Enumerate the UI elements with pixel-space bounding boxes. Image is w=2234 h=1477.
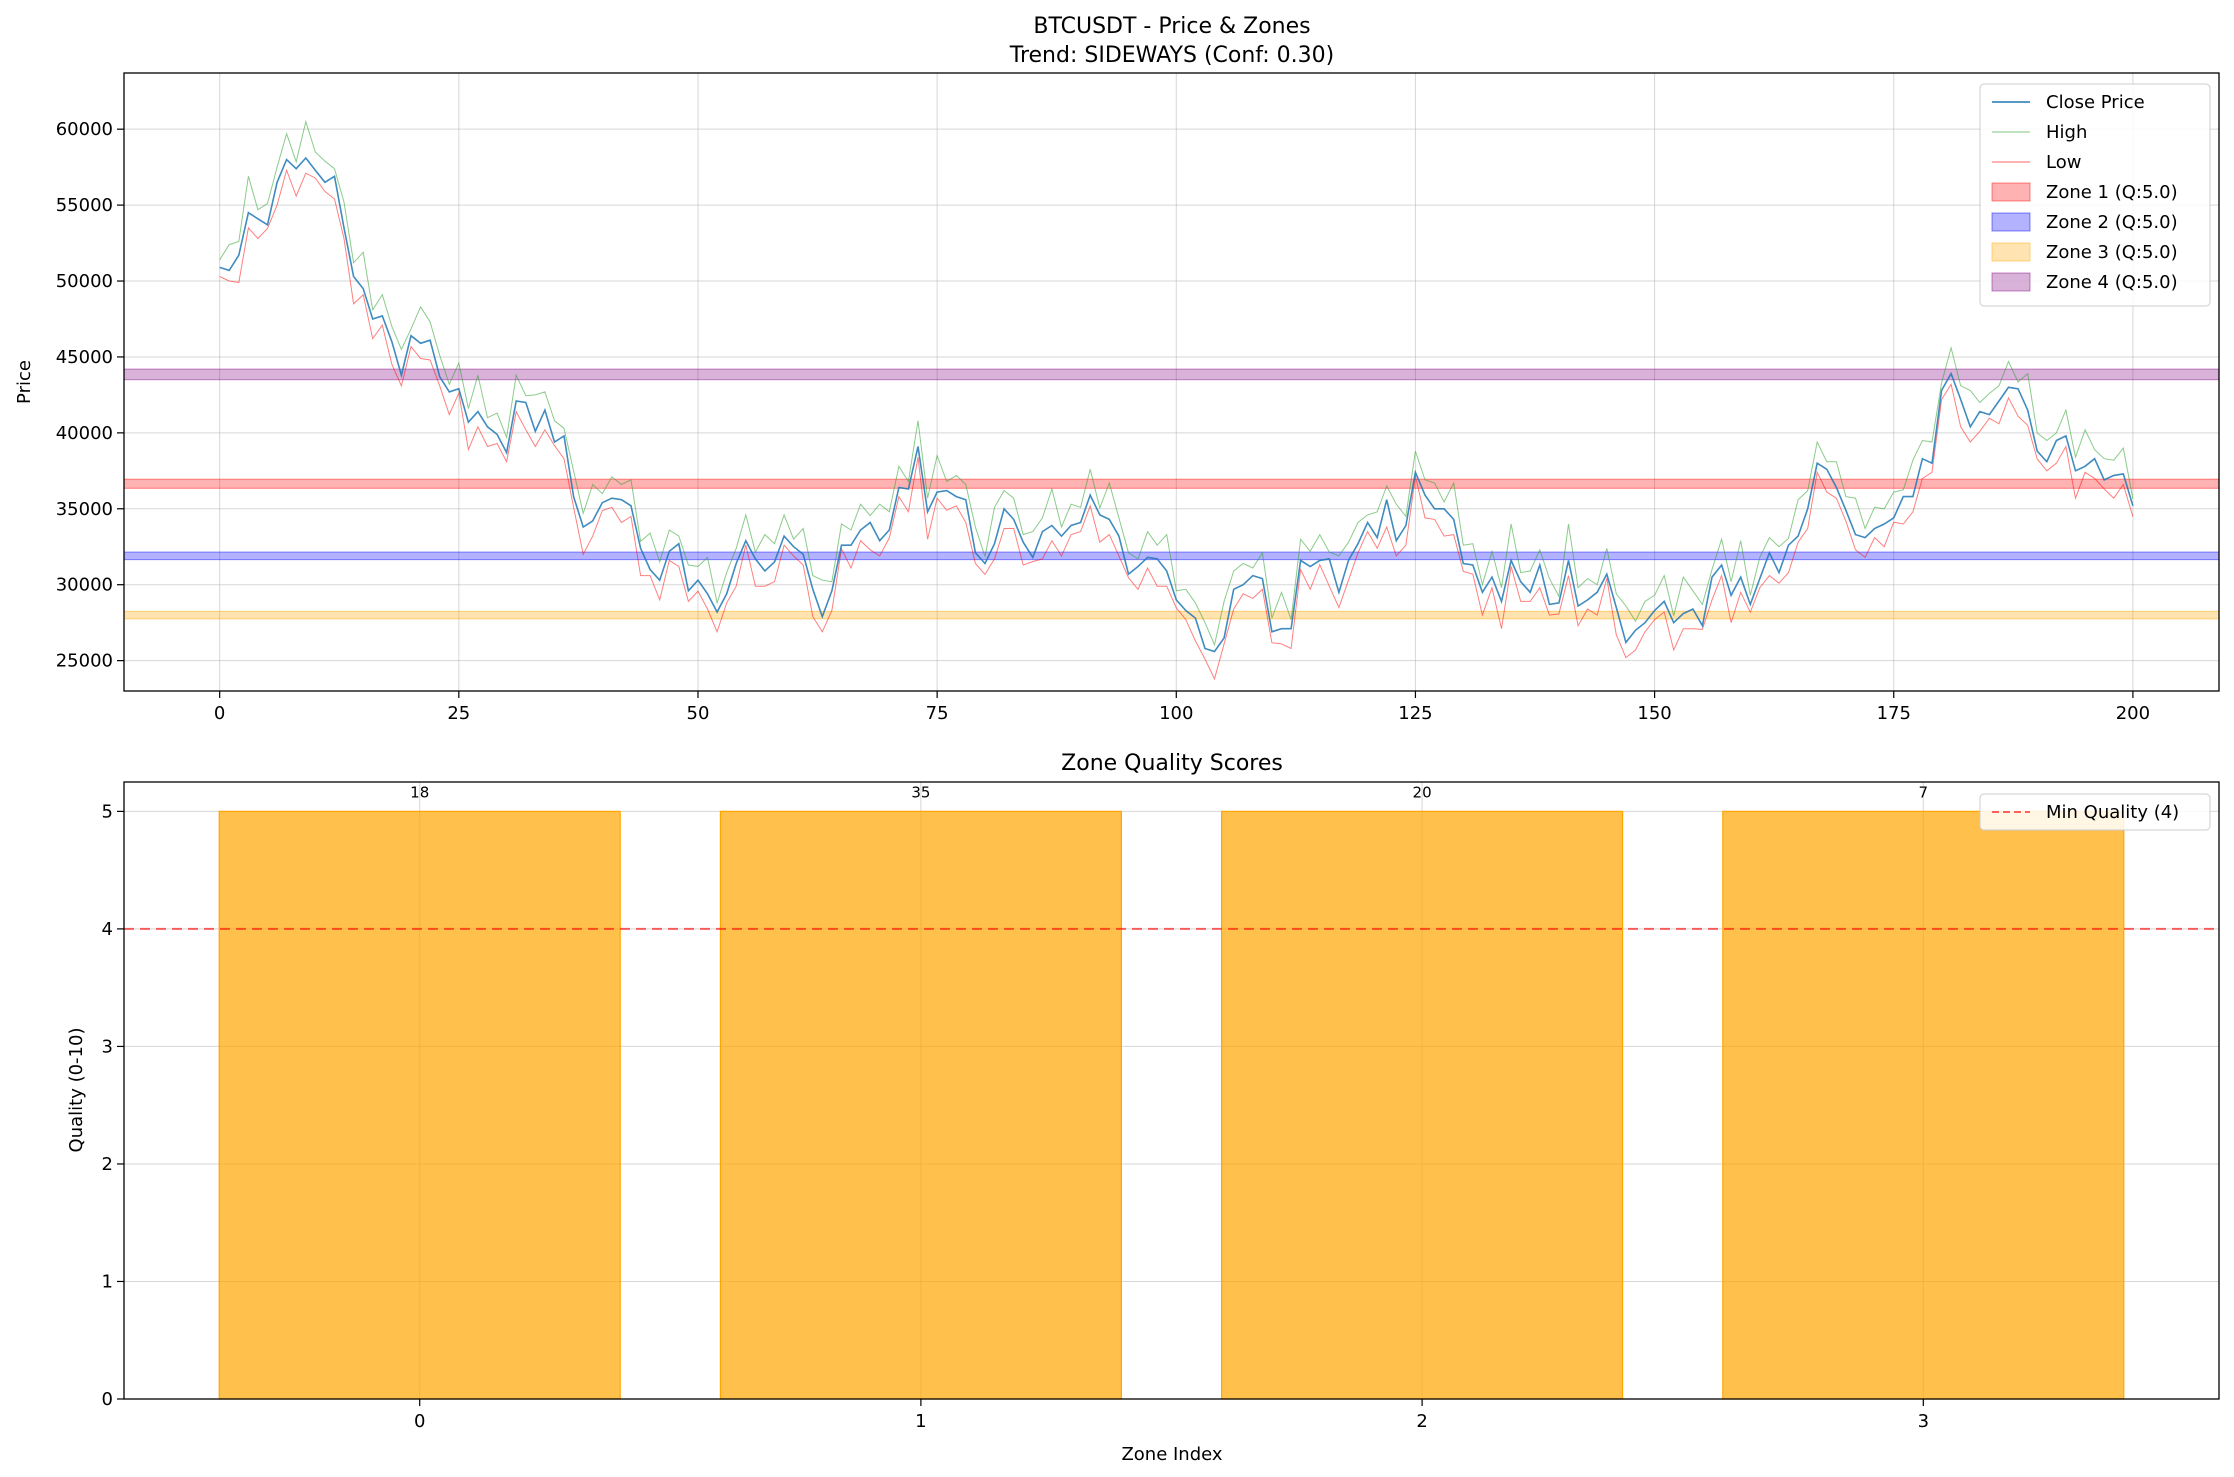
price-x-tick-label: 25 bbox=[447, 703, 470, 724]
legend-zone-swatch bbox=[1991, 182, 2031, 202]
legend-zone-label: Zone 2 (Q:5.0) bbox=[2046, 212, 2178, 233]
legend-zone-swatch bbox=[1991, 212, 2031, 232]
quality-x-tick-label: 1 bbox=[915, 1411, 926, 1432]
price-chart-subtitle: Trend: SIDEWAYS (Conf: 0.30) bbox=[1009, 43, 1334, 68]
quality-y-tick-label: 2 bbox=[102, 1154, 113, 1175]
quality-bar-label: 20 bbox=[1413, 783, 1432, 801]
quality-bar bbox=[218, 810, 621, 1400]
legend-series-label: Low bbox=[2046, 152, 2081, 173]
quality-x-tick-label: 2 bbox=[1416, 1411, 1427, 1432]
price-y-tick-label: 40000 bbox=[56, 423, 113, 444]
quality-bar-label: 18 bbox=[410, 783, 429, 801]
price-y-tick-label: 50000 bbox=[56, 271, 113, 292]
legend-series-label: High bbox=[2046, 122, 2087, 143]
price-chart-title: BTCUSDT - Price & Zones bbox=[1033, 14, 1310, 39]
zone-band-2 bbox=[123, 551, 2220, 561]
close-price-line bbox=[219, 156, 2134, 653]
price-x-tick-label: 50 bbox=[687, 703, 710, 724]
quality-y-axis: 0 1 2 3 4 5 bbox=[102, 801, 124, 1410]
price-y-tick-label: 55000 bbox=[56, 195, 113, 216]
quality-y-tick-label: 1 bbox=[102, 1271, 113, 1292]
price-legend: Close Price High Low Zone 1 (Q:5.0) Zone 2 (… bbox=[1979, 83, 2211, 307]
price-y-axis-label: Price bbox=[14, 360, 35, 404]
quality-y-axis-label: Quality (0-10) bbox=[66, 1028, 87, 1153]
price-legend-box bbox=[1979, 83, 2211, 307]
price-x-tick-label: 75 bbox=[926, 703, 949, 724]
legend-threshold-label: Min Quality (4) bbox=[2046, 802, 2179, 823]
price-chart-panel: BTCUSDT - Price & Zones Trend: SIDEWAYS … bbox=[14, 14, 2220, 724]
legend-zone-label: Zone 1 (Q:5.0) bbox=[2046, 182, 2178, 203]
legend-zone-label: Zone 4 (Q:5.0) bbox=[2046, 272, 2178, 293]
quality-bar-label: 7 bbox=[1919, 783, 1929, 801]
price-y-tick-label: 25000 bbox=[56, 651, 113, 672]
price-y-tick-label: 60000 bbox=[56, 119, 113, 140]
quality-bar bbox=[1722, 810, 2125, 1400]
legend-series-label: Close Price bbox=[2046, 92, 2145, 113]
price-x-tick-label: 200 bbox=[2116, 703, 2150, 724]
quality-y-tick-label: 5 bbox=[102, 801, 113, 822]
high-line bbox=[219, 119, 2134, 647]
price-y-axis: 25000 30000 35000 40000 45000 50000 55000 60000 bbox=[56, 119, 124, 672]
price-series bbox=[219, 119, 2134, 681]
quality-bar bbox=[1221, 810, 1624, 1400]
price-x-tick-label: 175 bbox=[1877, 703, 1911, 724]
quality-y-tick-label: 4 bbox=[102, 919, 113, 940]
price-y-tick-label: 35000 bbox=[56, 499, 113, 520]
quality-x-axis-label: Zone Index bbox=[1121, 1444, 1222, 1465]
price-x-tick-label: 0 bbox=[214, 703, 225, 724]
price-y-tick-label: 30000 bbox=[56, 575, 113, 596]
quality-bar bbox=[719, 810, 1122, 1400]
quality-bars: 18 35 20 7 bbox=[218, 783, 2125, 1400]
quality-bar-label: 35 bbox=[911, 783, 930, 801]
legend-zone-swatch bbox=[1991, 272, 2031, 292]
price-x-tick-label: 125 bbox=[1398, 703, 1432, 724]
legend-zone-label: Zone 3 (Q:5.0) bbox=[2046, 242, 2178, 263]
quality-y-tick-label: 0 bbox=[102, 1389, 113, 1410]
quality-y-tick-label: 3 bbox=[102, 1036, 113, 1057]
quality-legend: Min Quality (4) bbox=[1979, 793, 2211, 831]
price-x-tick-label: 100 bbox=[1159, 703, 1193, 724]
quality-x-axis: 0 1 2 3 bbox=[414, 1399, 1929, 1432]
price-y-tick-label: 45000 bbox=[56, 347, 113, 368]
quality-x-tick-label: 0 bbox=[414, 1411, 425, 1432]
quality-legend-box bbox=[1979, 793, 2211, 831]
quality-x-tick-label: 3 bbox=[1918, 1411, 1929, 1432]
price-x-tick-label: 150 bbox=[1637, 703, 1671, 724]
low-line bbox=[219, 168, 2134, 681]
zone-band-3 bbox=[123, 610, 2220, 620]
quality-plot-frame bbox=[123, 781, 2220, 1400]
quality-chart-title: Zone Quality Scores bbox=[1061, 751, 1283, 776]
legend-zone-swatch bbox=[1991, 242, 2031, 262]
price-x-axis: 0 25 50 75 100 125 150 175 200 bbox=[214, 691, 2150, 724]
price-plot-frame bbox=[123, 72, 2220, 692]
